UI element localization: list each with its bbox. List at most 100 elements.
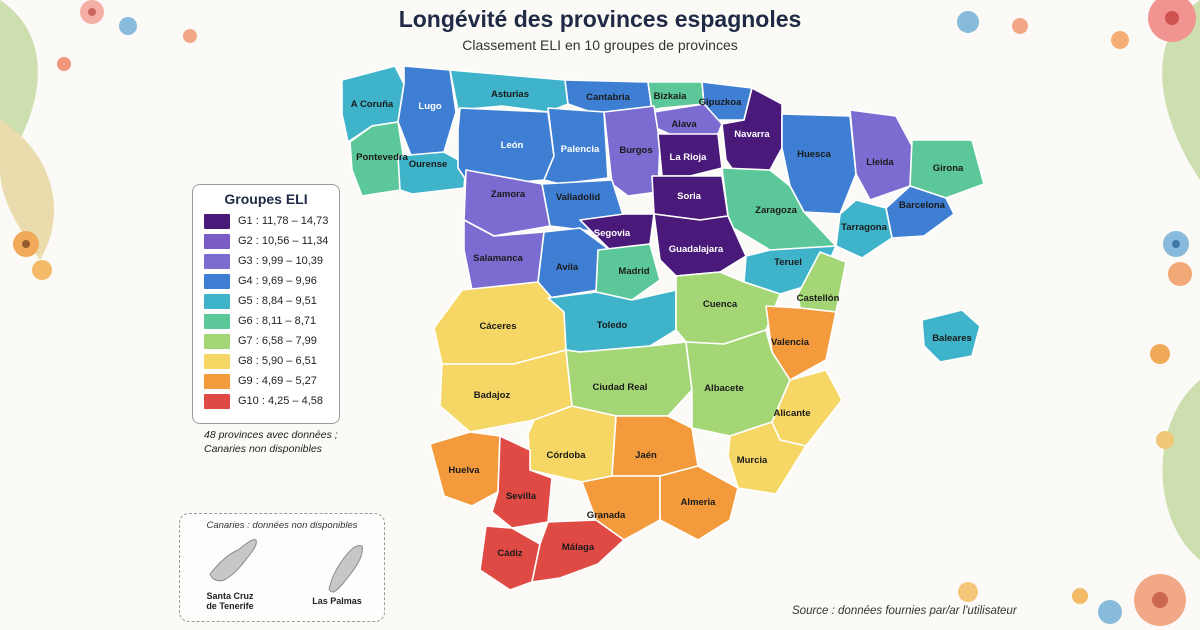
province-label-barcelona: Barcelona [899, 200, 946, 211]
province-label-cantabria: Cantabria [586, 92, 631, 103]
province-jaen [611, 415, 699, 477]
province-ourense [397, 151, 467, 195]
province-ciudad-real [565, 341, 693, 417]
province-label-avila: Avila [556, 262, 579, 273]
province-label-badajoz: Badajoz [474, 390, 511, 401]
province-label-pontevedra: Pontevedra [356, 152, 408, 163]
santa-cruz-line1: Santa Cruz [206, 591, 254, 601]
province-label-leon: León [501, 140, 524, 151]
legend-label: G5 : 8,84 – 9,51 [238, 295, 317, 307]
province-lugo [397, 65, 457, 159]
province-lleida [849, 109, 913, 201]
province-label-alicante: Alicante [774, 408, 811, 419]
canaries-inset: Canaries : données non disponibles Santa… [179, 513, 385, 622]
province-label-gipuzkoa: Gipuzkoa [699, 97, 742, 108]
province-madrid [595, 243, 661, 301]
province-guadalajara [653, 213, 747, 277]
legend-swatch [204, 393, 230, 409]
province-label-lleida: Lleida [866, 157, 894, 168]
santa-cruz-line2: de Tenerife [206, 601, 254, 611]
province-girona [909, 139, 985, 199]
province-label-girona: Girona [933, 163, 964, 174]
province-label-huesca: Huesca [797, 149, 832, 160]
legend-label: G1 : 11,78 – 14,73 [238, 215, 329, 227]
legend-note-line1: 48 provinces avec données ; [204, 429, 338, 441]
province-label-murcia: Murcia [737, 455, 768, 466]
province-label-huelva: Huelva [448, 465, 480, 476]
province-label-baleares: Baleares [932, 333, 972, 344]
legend-item-g3: G3 : 9,99 – 10,39 [204, 251, 339, 271]
legend-item-g2: G2 : 10,56 – 11,34 [204, 231, 339, 251]
province-label-malaga: Málaga [562, 542, 595, 553]
province-zamora [463, 169, 551, 237]
province-label-tarragona: Tarragona [841, 222, 887, 233]
province-label-alava: Alava [671, 119, 697, 130]
province-label-asturias: Asturias [491, 89, 529, 100]
legend-title: Groupes ELI [224, 191, 308, 207]
legend-label: G9 : 4,69 – 5,27 [238, 375, 317, 387]
province-label-caceres: Cáceres [480, 321, 517, 332]
legend-item-g4: G4 : 9,69 – 9,96 [204, 271, 339, 291]
province-label-zaragoza: Zaragoza [755, 205, 797, 216]
province-label-a-coruna: A Coruña [351, 99, 394, 110]
legend-note-line2: Canaries non disponibles [204, 443, 322, 455]
province-label-soria: Soria [677, 191, 701, 202]
legend-item-g1: G1 : 11,78 – 14,73 [204, 211, 339, 231]
legend-item-g6: G6 : 8,11 – 8,71 [204, 311, 339, 331]
province-cordoba [527, 405, 617, 483]
legend-swatch [204, 213, 230, 229]
province-murcia [727, 421, 807, 495]
province-label-segovia: Segovia [594, 228, 631, 239]
legend-item-g9: G9 : 4,69 – 5,27 [204, 371, 339, 391]
legend-rows: G1 : 11,78 – 14,73 G2 : 10,56 – 11,34 G3 :… [193, 211, 339, 411]
province-gipuzkoa [701, 81, 753, 121]
legend-label: G7 : 6,58 – 7,99 [238, 335, 317, 347]
legend-label: G6 : 8,11 – 8,71 [238, 315, 317, 327]
province-label-palencia: Palencia [561, 144, 600, 155]
province-label-navarra: Navarra [734, 129, 770, 140]
legend-label: G10 : 4,25 – 4,58 [238, 395, 324, 407]
province-malaga [531, 519, 625, 583]
province-label-la-rioja: La Rioja [670, 152, 708, 163]
legend-swatch [204, 273, 230, 289]
province-label-bizkaia: Bizkaia [654, 91, 687, 102]
province-bizkaia [647, 81, 705, 111]
province-label-toledo: Toledo [597, 320, 628, 331]
province-label-valencia: Valencia [771, 337, 810, 348]
legend-swatch [204, 353, 230, 369]
legend-label: G3 : 9,99 – 10,39 [238, 255, 324, 267]
province-toledo [547, 289, 677, 353]
gran-canaria-shape [328, 545, 363, 593]
province-label-castellon: Castellón [797, 293, 840, 304]
province-label-jaen: Jaén [635, 450, 657, 461]
map-subtitle: Classement ELI en 10 groupes de province… [462, 37, 738, 53]
legend-swatch [204, 373, 230, 389]
province-label-zamora: Zamora [491, 189, 526, 200]
province-label-madrid: Madrid [618, 266, 649, 277]
province-label-granada: Granada [587, 510, 626, 521]
province-label-ourense: Ourense [409, 159, 448, 170]
province-label-almeria: Almeria [681, 497, 717, 508]
legend-item-g8: G8 : 5,90 – 6,51 [204, 351, 339, 371]
legend-label: G4 : 9,69 – 9,96 [238, 275, 317, 287]
province-almeria [659, 465, 739, 541]
province-label-salamanca: Salamanca [473, 253, 523, 264]
legend-swatch [204, 313, 230, 329]
legend: Groupes ELI G1 : 11,78 – 14,73 G2 : 10,56… [192, 184, 340, 424]
province-label-albacete: Albacete [704, 383, 744, 394]
province-label-guadalajara: Guadalajara [669, 244, 724, 255]
province-la-rioja [657, 133, 723, 177]
canaries-title: Canaries : données non disponibles [206, 520, 358, 531]
santa-cruz-label: Santa Cruz de Tenerife [192, 591, 268, 611]
legend-label: G8 : 5,90 – 6,51 [238, 355, 317, 367]
tenerife-shape [209, 539, 257, 582]
province-label-burgos: Burgos [619, 145, 652, 156]
legend-swatch [204, 293, 230, 309]
map-title: Longévité des provinces espagnoles [398, 6, 802, 32]
province-label-cuenca: Cuenca [703, 299, 738, 310]
province-label-sevilla: Sevilla [506, 491, 537, 502]
source-note: Source : données fournies par/ar l'utili… [792, 605, 1017, 617]
